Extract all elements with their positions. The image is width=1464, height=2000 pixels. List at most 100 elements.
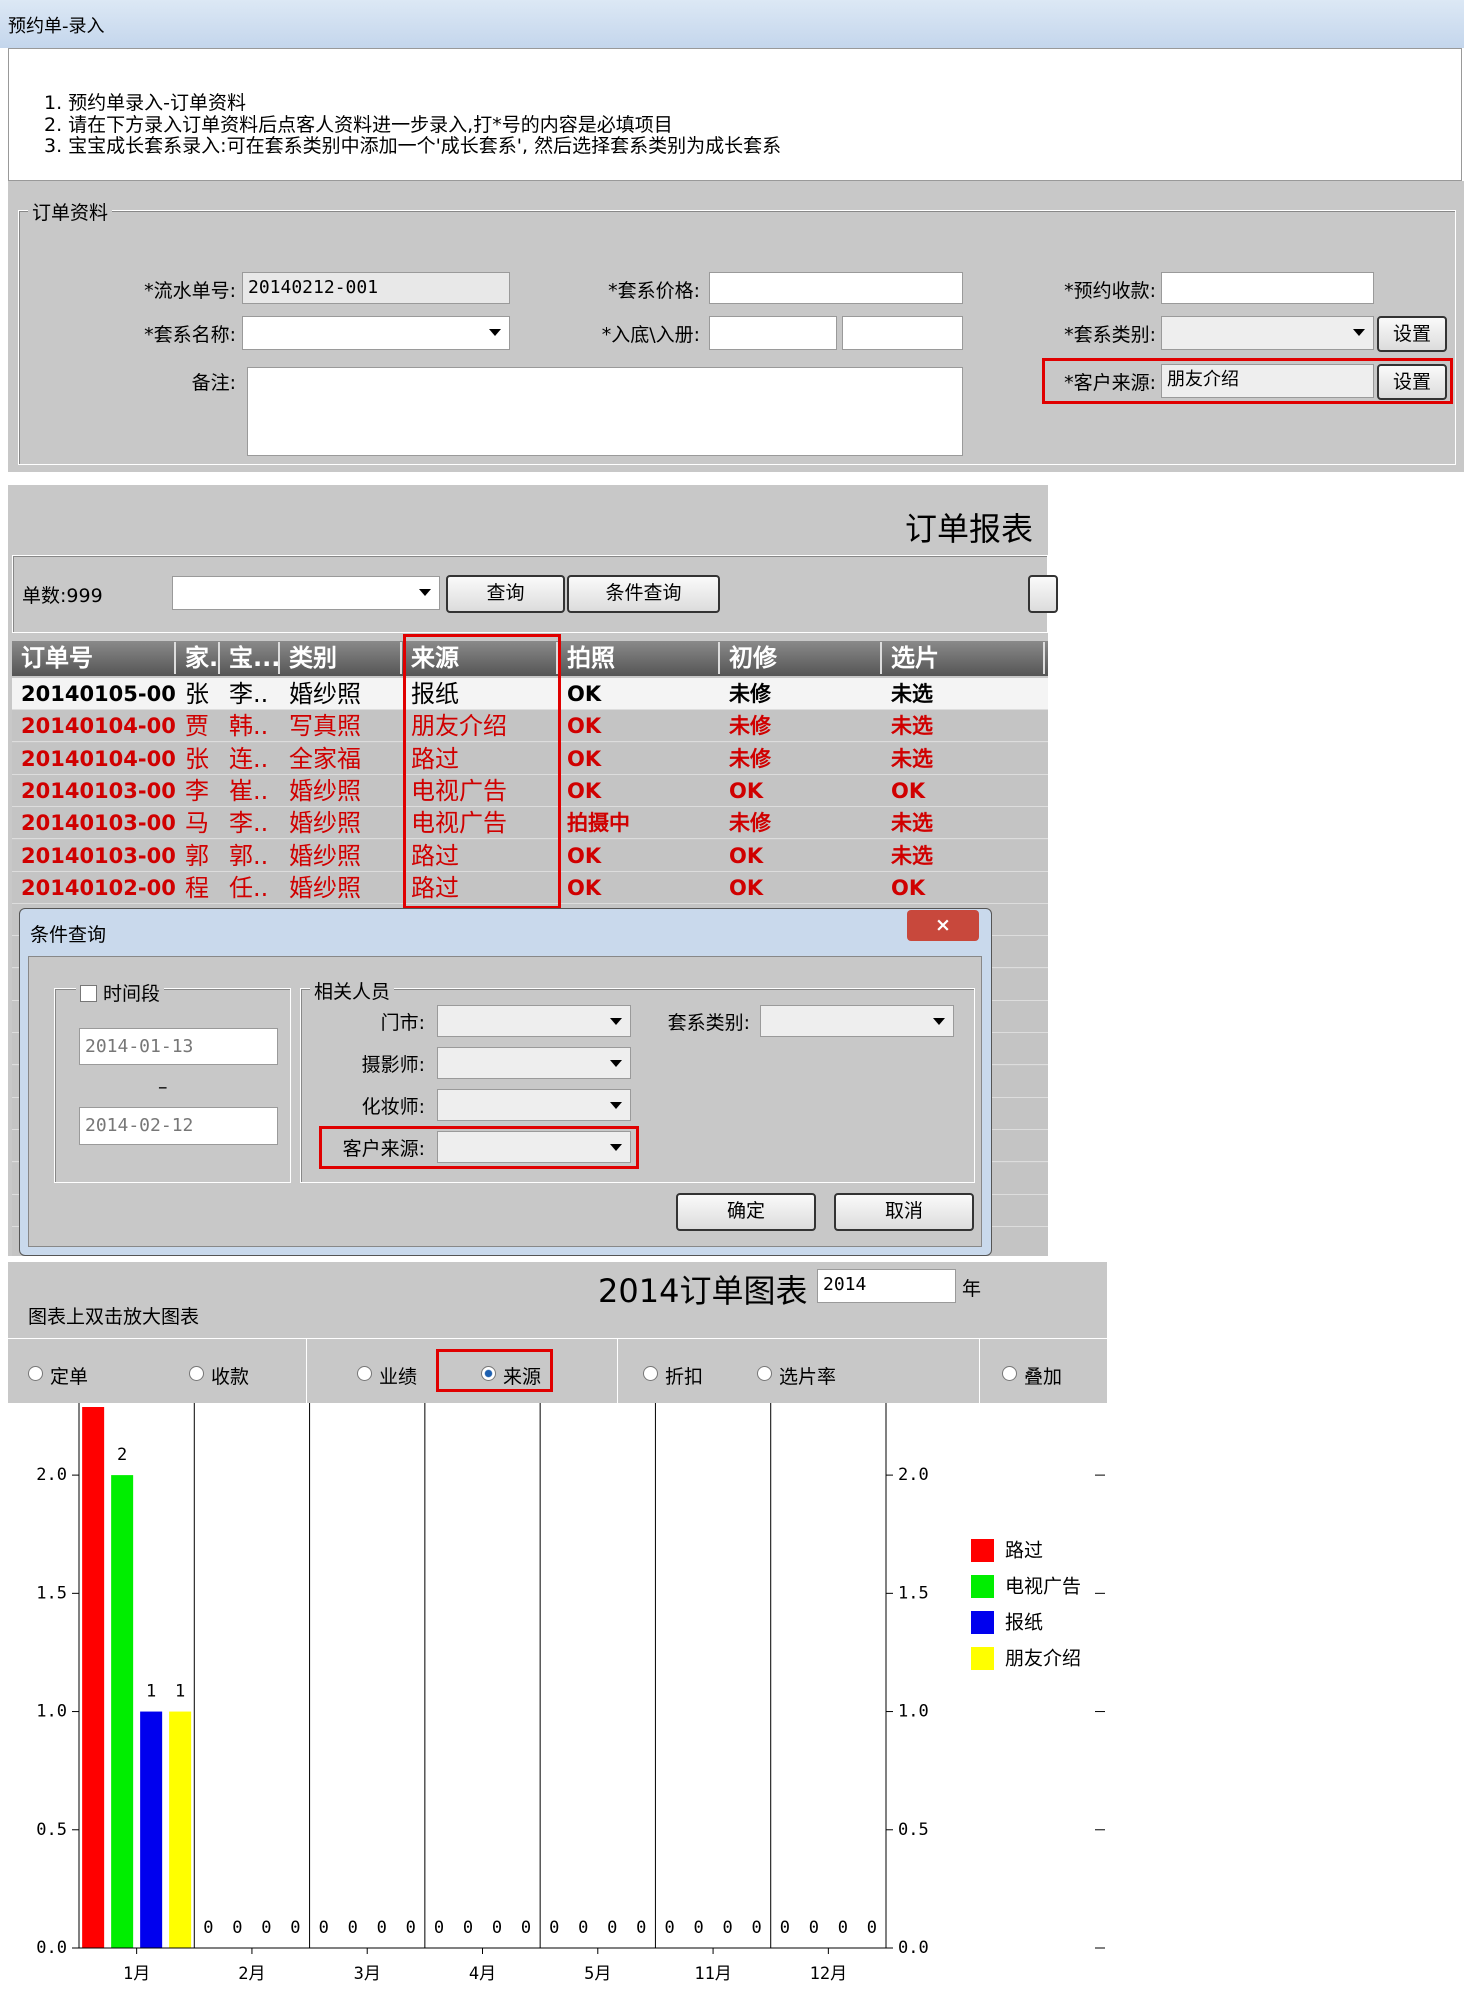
value-label: 0 — [290, 1918, 300, 1938]
separator — [979, 1338, 980, 1403]
filter-combo[interactable] — [172, 576, 440, 610]
source-combo[interactable]: 朋友介绍 — [1161, 364, 1374, 398]
radio-button[interactable] — [357, 1366, 372, 1381]
legend-swatch — [971, 1539, 994, 1562]
field-label: *客户来源: — [1064, 372, 1156, 394]
partial-button[interactable] — [1028, 575, 1058, 613]
album-input[interactable] — [709, 316, 837, 350]
radio-button[interactable] — [481, 1366, 496, 1381]
table-cell: 未修 — [729, 682, 771, 706]
radio-button[interactable] — [28, 1366, 43, 1381]
value-label: 0 — [780, 1918, 790, 1938]
x-tick-label: 4月 — [469, 1964, 496, 1984]
value-label: 0 — [434, 1918, 444, 1938]
value-label: 2 — [117, 1445, 127, 1465]
table-cell: 20140103-004 — [21, 778, 176, 803]
table-cell: 未选 — [891, 843, 933, 868]
value-label: 0 — [463, 1918, 473, 1938]
price-input[interactable] — [709, 272, 963, 304]
x-tick-label: 2月 — [238, 1964, 265, 1984]
date-input[interactable]: 2014-02-12 — [79, 1107, 278, 1145]
legend-swatch — [971, 1575, 994, 1598]
table-cell: 路过 — [411, 841, 459, 870]
y2-tick-label: 0.0 — [898, 1938, 929, 1958]
table-cell: 婚纱照 — [289, 841, 361, 870]
legend-text: 时间段 — [103, 983, 161, 1005]
deposit-input[interactable] — [1161, 272, 1374, 304]
table-cell: 韩.. — [229, 712, 269, 741]
value-label: 0 — [809, 1918, 819, 1938]
separator — [8, 1338, 1107, 1339]
instruction-box — [8, 48, 1462, 181]
radio-button[interactable] — [643, 1366, 658, 1381]
set-button[interactable]: 设置 — [1377, 316, 1447, 352]
fieldset-legend: 订单资料 — [28, 198, 113, 225]
category-combo[interactable] — [760, 1005, 954, 1037]
table-cell: 全家福 — [289, 744, 361, 773]
table-cell: 20140103-002 — [21, 843, 176, 868]
makeup-combo[interactable] — [437, 1089, 631, 1121]
table-cell: OK — [567, 746, 602, 771]
year-spinner[interactable]: 2014 — [817, 1269, 956, 1303]
chart: 3211000000000000000000000000 0.00.00.50.… — [36, 1403, 1105, 1984]
cancel-button[interactable]: 取消 — [834, 1193, 974, 1231]
set-button[interactable]: 设置 — [1377, 364, 1447, 400]
field-label: *套系类别: — [1064, 324, 1156, 346]
photographer-combo[interactable] — [437, 1047, 631, 1079]
value-label: 0 — [636, 1918, 646, 1938]
package-combo[interactable] — [242, 316, 510, 350]
table-cell: OK — [729, 778, 764, 803]
radio-label: 来源 — [503, 1366, 542, 1388]
remark-textarea[interactable] — [247, 367, 963, 456]
bar — [111, 1475, 134, 1948]
value-label: 0 — [261, 1918, 271, 1938]
table-cell: 路过 — [411, 873, 459, 902]
column-header: 选片 — [885, 642, 1045, 674]
radio-button[interactable] — [1002, 1366, 1017, 1381]
album-input[interactable] — [842, 316, 963, 350]
field-label: *入底\入册: — [601, 324, 700, 346]
cond-query-button[interactable]: 条件查询 — [567, 575, 720, 613]
field-label: *预约收款: — [1064, 280, 1156, 302]
table-cell: OK — [729, 875, 764, 900]
table-cell: 拍摄中 — [567, 811, 630, 836]
category-combo[interactable] — [1161, 316, 1374, 350]
radio-button[interactable] — [757, 1366, 772, 1381]
ok-button[interactable]: 确定 — [676, 1193, 816, 1231]
checkbox[interactable] — [80, 985, 97, 1002]
column-header: 类别 — [283, 642, 402, 674]
x-tick-label: 1月 — [123, 1964, 150, 1984]
table-cell: 未修 — [729, 714, 771, 739]
y2-tick-label: 2.0 — [898, 1465, 929, 1485]
fieldset-legend: 时间段 — [76, 979, 165, 1006]
table-cell: 婚纱照 — [289, 873, 361, 902]
column-header: 家. — [179, 642, 220, 674]
radio-button[interactable] — [189, 1366, 204, 1381]
table-cell: 任.. — [229, 873, 269, 902]
table-cell: OK — [891, 875, 926, 900]
column-header: 来源 — [405, 642, 558, 674]
field-label: 备注: — [191, 372, 236, 394]
legend-label: 电视广告 — [1005, 1576, 1081, 1598]
close-button[interactable]: × — [907, 910, 979, 941]
value-label: 0 — [492, 1918, 502, 1938]
instruction: 2. 请在下方录入订单资料后点客人资料进一步录入,打*号的内容是必填项目 — [44, 114, 673, 136]
y2-tick-label: 0.5 — [898, 1820, 929, 1840]
bar — [140, 1711, 163, 1948]
serial-input[interactable]: 20140212-001 — [242, 272, 510, 304]
table-cell: OK — [567, 778, 602, 803]
table-cell: 婚纱照 — [289, 680, 361, 708]
query-button[interactable]: 查询 — [446, 575, 565, 613]
store-combo[interactable] — [437, 1005, 631, 1037]
table-cell: 崔.. — [229, 776, 269, 805]
date-input[interactable]: 2014-01-13 — [79, 1028, 278, 1065]
legend-label: 报纸 — [1005, 1612, 1043, 1634]
field-label: 化妆师: — [361, 1096, 425, 1118]
value-label: 0 — [693, 1918, 703, 1938]
table-cell: 20140104-002 — [21, 714, 176, 739]
year-unit: 年 — [962, 1278, 982, 1300]
table-cell: 20140102-003 — [21, 875, 176, 900]
source-combo[interactable] — [437, 1131, 631, 1163]
table-cell: 张 — [185, 680, 209, 708]
table-cell: 张 — [185, 744, 209, 773]
